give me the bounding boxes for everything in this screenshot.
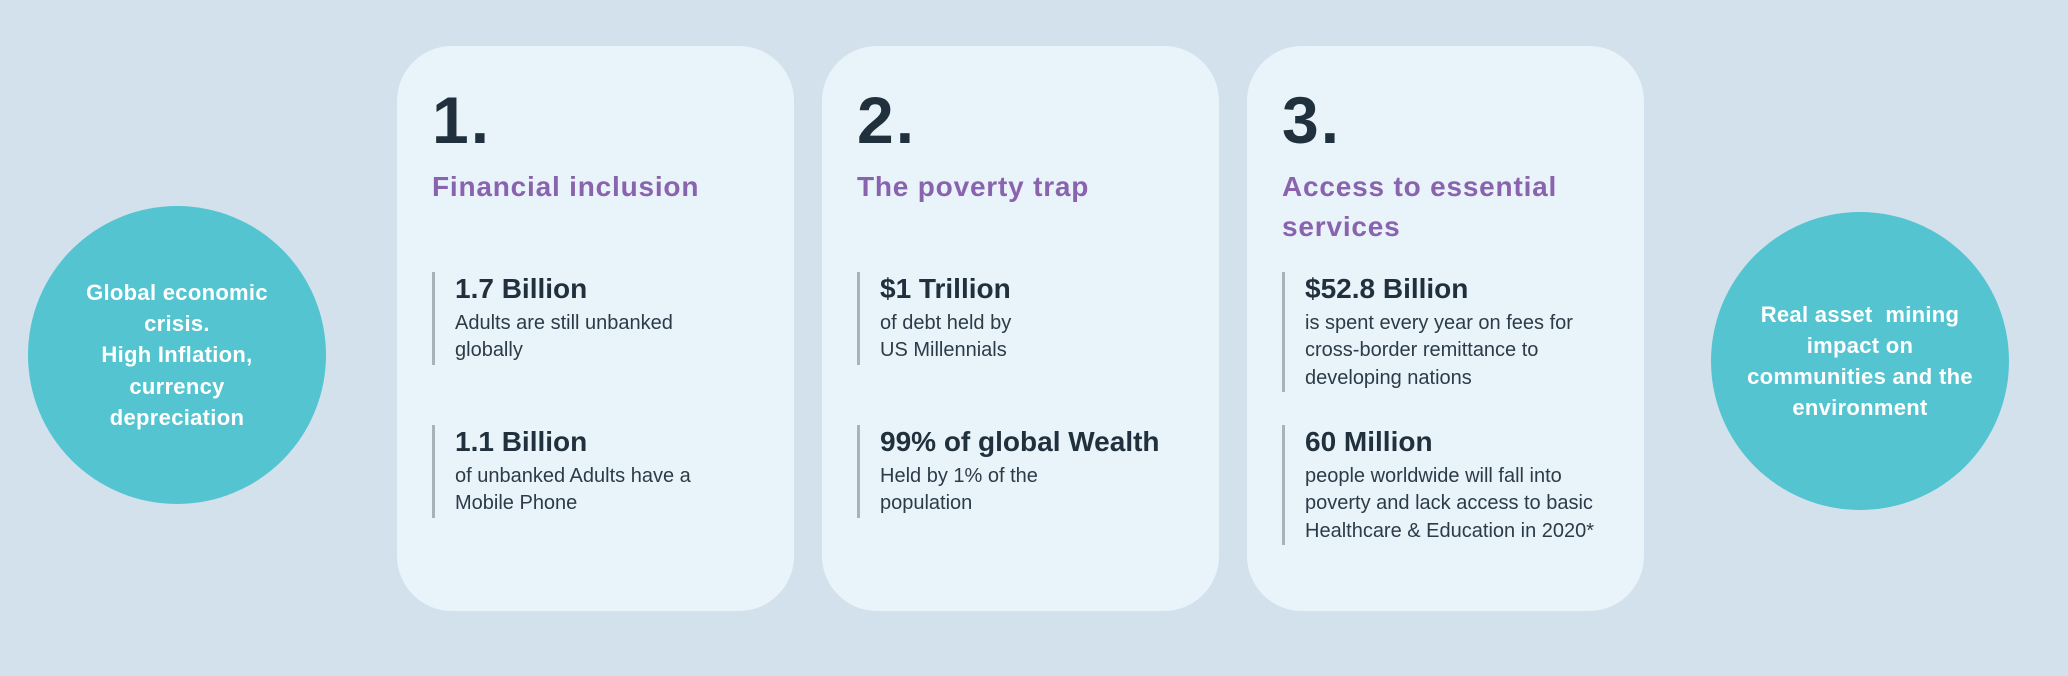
card-number-1: 1. [432,83,492,157]
stat-block-poverty-healthcare: 60 Million people worldwide will fall in… [1282,425,1618,546]
card-access-essential-services: 3. Access to essential services $52.8 Bi… [1247,46,1644,611]
left-circle-bubble: Global economic crisis. High Inflation, … [28,206,326,504]
stat-block-millennial-debt: $1 Trillion of debt held by US Millennia… [857,272,1193,365]
stat-value: 1.7 Billion [455,273,588,304]
card-number-3: 3. [1282,83,1342,157]
card-financial-inclusion: 1. Financial inclusion 1.7 Billion Adult… [397,46,794,611]
stat-description: of debt held by US Millennials [880,311,1012,362]
stat-value: $52.8 Billion [1305,273,1469,304]
stat-description: Held by 1% of the population [880,464,1038,515]
stat-description: Adults are still unbanked globally [455,311,673,362]
stat-description: of unbanked Adults have a Mobile Phone [455,464,691,515]
card-title-access-services: Access to essential services [1282,171,1558,243]
stat-description: is spent every year on fees for cross-bo… [1305,311,1573,389]
right-circle-bubble: Real asset mining impact on communities … [1711,212,2009,510]
stat-value: 99% of global Wealth [880,426,1160,457]
card-title-financial-inclusion: Financial inclusion [432,171,700,202]
stat-value: $1 Trillion [880,273,1011,304]
stat-block-remittance-fees: $52.8 Billion is spent every year on fee… [1282,272,1618,393]
right-circle-text: Real asset mining impact on communities … [1747,301,1973,421]
card-title-poverty-trap: The poverty trap [857,171,1090,202]
left-circle-text: Global economic crisis. High Inflation, … [86,279,268,430]
stat-value: 60 Million [1305,426,1433,457]
stat-block-mobile-phone: 1.1 Billion of unbanked Adults have a Mo… [432,425,768,518]
card-number-2: 2. [857,83,917,157]
stat-description: people worldwide will fall into poverty … [1305,464,1595,542]
stat-value: 1.1 Billion [455,426,588,457]
stat-block-unbanked-adults: 1.7 Billion Adults are still unbanked gl… [432,272,768,365]
stat-block-global-wealth: 99% of global Wealth Held by 1% of the p… [857,425,1193,518]
card-poverty-trap: 2. The poverty trap $1 Trillion of debt … [822,46,1219,611]
